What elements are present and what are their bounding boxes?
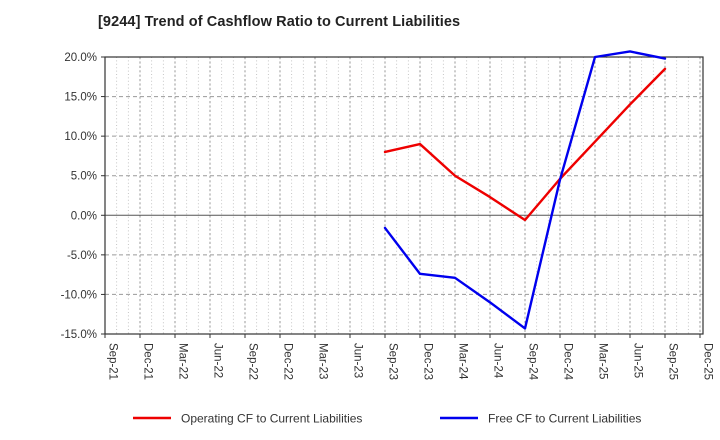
x-axis-tick-label: Jun-25 xyxy=(632,343,644,378)
x-axis-tick-label: Dec-23 xyxy=(422,343,434,380)
x-axis-tick-labels: Sep-21 Dec-21 Mar-22 Jun-22 Sep-22 Dec-22 Mar-… xyxy=(107,343,714,381)
series-line-free-cf xyxy=(383,50,667,330)
y-axis-tick-label: -10.0% xyxy=(61,289,97,301)
legend-label-operating-cf: Operating CF to Current Liabilities xyxy=(181,412,362,426)
x-axis-tick-label: Mar-22 xyxy=(177,343,189,379)
x-axis-tick-label: Sep-22 xyxy=(247,343,259,380)
plot-border xyxy=(104,56,704,335)
x-axis-tick-label: Dec-25 xyxy=(702,343,714,380)
y-axis-tick-label: -5.0% xyxy=(67,250,97,262)
y-axis-tick-label: 15.0% xyxy=(64,92,97,104)
y-axis-tick-label: 5.0% xyxy=(71,171,97,183)
chart-legend: Operating CF to Current Liabilities Free … xyxy=(133,412,641,426)
data-series-lines xyxy=(383,50,667,330)
gridlines-major-vertical xyxy=(104,57,701,338)
x-axis-tick-label: Sep-21 xyxy=(107,343,119,380)
x-axis-tick-label: Sep-23 xyxy=(387,343,399,380)
x-axis-tick-label: Sep-24 xyxy=(527,343,539,381)
x-axis-tick-label: Mar-24 xyxy=(457,343,469,380)
y-axis-tick-label: 20.0% xyxy=(64,52,97,64)
x-axis-tick-label: Jun-24 xyxy=(492,343,504,379)
y-axis-tick-label: -15.0% xyxy=(61,329,97,341)
gridlines-minor-vertical xyxy=(116,57,689,334)
x-axis-tick-label: Dec-22 xyxy=(282,343,294,380)
x-axis-tick-label: Mar-25 xyxy=(597,343,609,379)
y-axis-tick-labels: 20.0% 15.0% 10.0% 5.0% 0.0% -5.0% -10.0% -15.0% xyxy=(61,52,97,341)
x-axis-tick-label: Jun-23 xyxy=(352,343,364,378)
y-axis-tick-label: 0.0% xyxy=(71,210,97,222)
x-axis-tick-label: Jun-22 xyxy=(212,343,224,378)
x-axis-tick-label: Sep-25 xyxy=(667,343,679,380)
plot-frame xyxy=(104,56,704,335)
y-axis-tick-label: 10.0% xyxy=(64,131,97,143)
series-line-operating-cf xyxy=(383,67,667,222)
x-axis-tick-label: Dec-24 xyxy=(562,343,574,381)
x-axis-tick-label: Mar-23 xyxy=(317,343,329,379)
x-axis-tick-label: Dec-21 xyxy=(142,343,154,380)
legend-label-free-cf: Free CF to Current Liabilities xyxy=(488,412,641,426)
chart-title: [9244] Trend of Cashflow Ratio to Curren… xyxy=(98,14,461,30)
gridlines-horizontal xyxy=(101,56,703,335)
